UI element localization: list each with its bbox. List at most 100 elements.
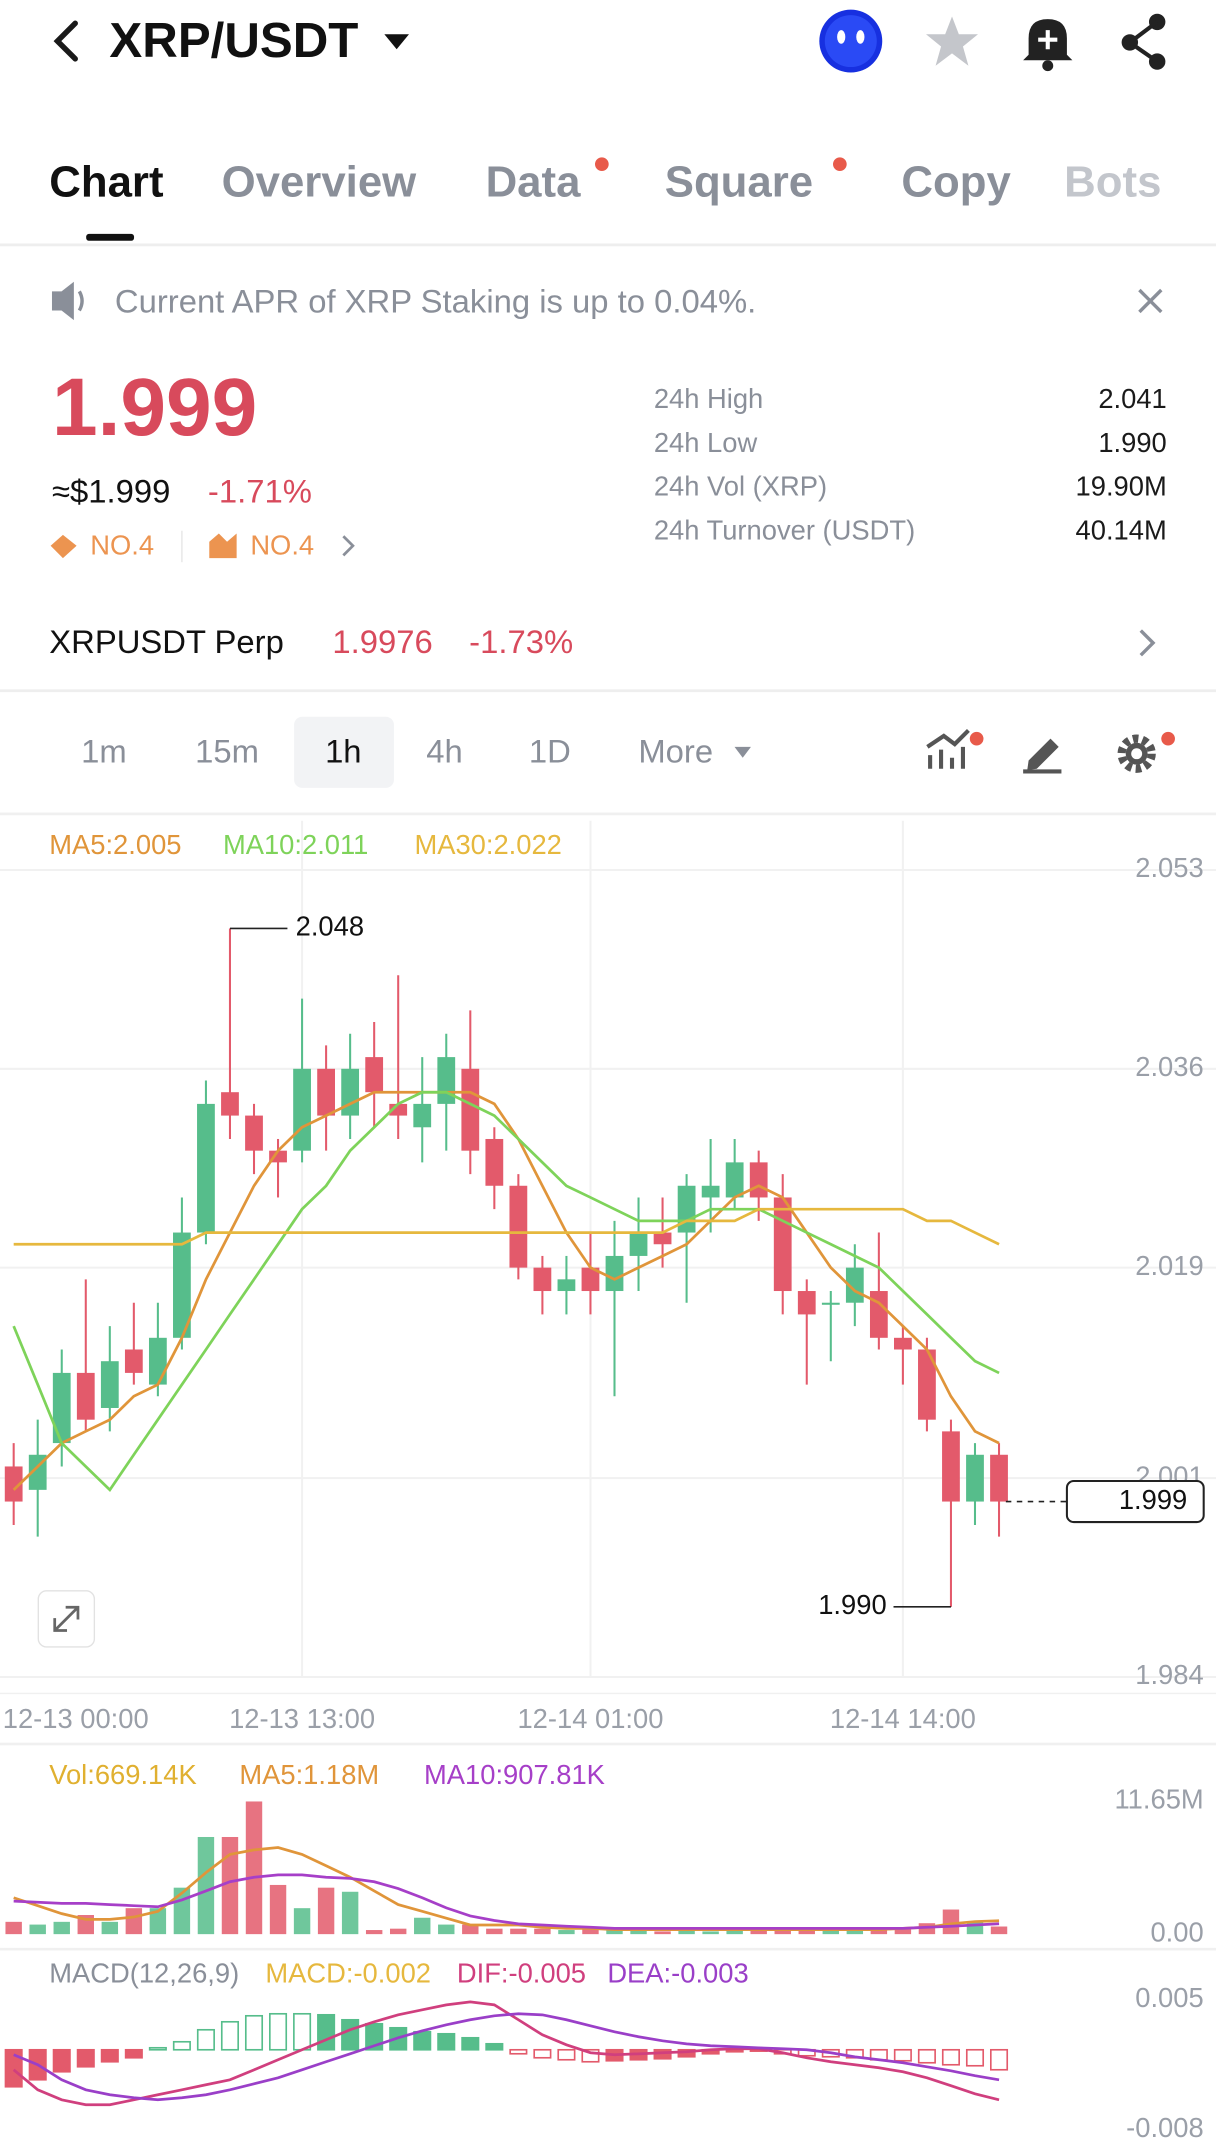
high-label: 2.048 bbox=[296, 911, 364, 942]
volume-bar bbox=[149, 1908, 167, 1935]
indicator-button[interactable] bbox=[926, 729, 970, 769]
settings-button[interactable] bbox=[1117, 734, 1156, 773]
volume-bar bbox=[438, 1924, 455, 1935]
pair-title[interactable]: XRP/USDT bbox=[109, 13, 358, 68]
macd-bar bbox=[965, 2048, 985, 2067]
x-tick-label: 12-13 00:00 bbox=[3, 1703, 149, 1734]
alert-button[interactable] bbox=[1023, 19, 1073, 72]
stat-label: 24h Turnover (USDT) bbox=[654, 514, 915, 545]
volume-bar bbox=[702, 1931, 719, 1935]
legend-entry: DEA:-0.003 bbox=[607, 1957, 748, 1988]
interval[interactable]: 1D bbox=[529, 732, 571, 769]
tab[interactable]: Bots bbox=[1064, 157, 1161, 206]
tab[interactable]: Data bbox=[486, 157, 582, 206]
candle-body bbox=[773, 1197, 792, 1292]
avatar[interactable] bbox=[819, 9, 883, 73]
rank-icon bbox=[50, 534, 77, 559]
favorite-button[interactable] bbox=[926, 16, 978, 66]
low-label: 1.990 bbox=[818, 1589, 886, 1620]
candle-body bbox=[100, 1361, 119, 1408]
tab[interactable]: Square bbox=[665, 157, 813, 206]
interval[interactable]: 15m bbox=[195, 732, 259, 769]
chevron[interactable] bbox=[1139, 629, 1156, 657]
volume-bar bbox=[221, 1836, 239, 1935]
rank[interactable]: NO.4 bbox=[250, 529, 314, 560]
price-change: -1.71% bbox=[208, 472, 312, 509]
ma-line bbox=[13, 1207, 1000, 1246]
volume-bar bbox=[822, 1930, 839, 1935]
volume-bar bbox=[462, 1924, 479, 1935]
legend-entry: Vol:669.14K bbox=[49, 1759, 196, 1790]
back-button[interactable] bbox=[53, 20, 78, 62]
y-tick-label: -0.008 bbox=[1126, 2112, 1204, 2143]
x-tick-label: 12-13 13:00 bbox=[229, 1703, 375, 1734]
volume-bar bbox=[726, 1930, 743, 1935]
candle-body bbox=[725, 1162, 744, 1198]
candle-body bbox=[942, 1431, 960, 1502]
stat-label: 24h Vol (XRP) bbox=[654, 471, 827, 502]
macd-bar bbox=[52, 2048, 71, 2073]
macd-title: MACD(12,26,9) bbox=[49, 1957, 239, 1988]
more-dropdown[interactable] bbox=[734, 746, 751, 758]
candle-body bbox=[437, 1057, 456, 1104]
y-tick-label: 11.65M bbox=[1115, 1784, 1204, 1815]
candle-body bbox=[124, 1349, 143, 1373]
tab-indicator bbox=[86, 233, 135, 241]
interval[interactable]: 1m bbox=[81, 732, 127, 769]
candle-body bbox=[533, 1267, 552, 1292]
stat-value: 40.14M bbox=[1076, 514, 1167, 545]
interval-selected-bg bbox=[294, 716, 394, 788]
candle-body bbox=[701, 1185, 720, 1198]
interval[interactable]: More bbox=[638, 732, 713, 769]
macd-bar bbox=[293, 2012, 312, 2051]
candle-body bbox=[749, 1162, 768, 1198]
y-tick-label: 2.053 bbox=[1135, 852, 1203, 883]
draw-button[interactable] bbox=[1023, 738, 1062, 774]
volume-bar bbox=[269, 1884, 287, 1935]
candle-body bbox=[293, 1068, 311, 1151]
macd-bar bbox=[533, 2048, 552, 2059]
volume-bar bbox=[774, 1928, 791, 1935]
candle-body bbox=[581, 1267, 600, 1292]
macd-bar bbox=[485, 2042, 504, 2051]
volume-bar bbox=[414, 1917, 431, 1935]
stat-label: 24h High bbox=[654, 383, 763, 414]
announcement[interactable]: Current APR of XRP Staking is up to 0.04… bbox=[115, 282, 756, 319]
chevron[interactable] bbox=[342, 535, 355, 557]
volume-bar bbox=[654, 1931, 671, 1935]
tab[interactable]: Copy bbox=[901, 157, 1011, 206]
badge-dot bbox=[595, 157, 609, 172]
y-tick-label: 2.019 bbox=[1135, 1250, 1203, 1281]
pair-dropdown[interactable] bbox=[384, 34, 409, 50]
legend-entry: MA30:2.022 bbox=[414, 829, 561, 860]
interval[interactable]: 4h bbox=[426, 732, 463, 769]
candle-body bbox=[918, 1349, 936, 1420]
macd-bar bbox=[148, 2046, 167, 2051]
rank[interactable]: NO.4 bbox=[90, 529, 154, 560]
badge-dot bbox=[1161, 731, 1175, 746]
candle-body bbox=[509, 1185, 528, 1268]
close-button[interactable] bbox=[1138, 288, 1163, 314]
volume-bar bbox=[558, 1930, 575, 1935]
candle-body bbox=[966, 1454, 984, 1502]
candle-body bbox=[365, 1057, 384, 1093]
volume-bar bbox=[510, 1928, 527, 1935]
macd-bar bbox=[317, 2013, 336, 2051]
volume-bar bbox=[53, 1921, 70, 1935]
candle-body bbox=[173, 1232, 191, 1338]
perp-name[interactable]: XRPUSDT Perp bbox=[49, 623, 284, 660]
tab[interactable]: Overview bbox=[222, 157, 418, 206]
legend-entry: DIF:-0.005 bbox=[457, 1957, 586, 1988]
candle-body bbox=[52, 1372, 71, 1444]
volume-bar bbox=[29, 1924, 46, 1935]
volume-bar bbox=[293, 1908, 311, 1935]
fullscreen-button[interactable] bbox=[37, 1590, 96, 1648]
interval[interactable]: 1h bbox=[325, 732, 362, 769]
usd-price: ≈$1.999 bbox=[52, 472, 170, 509]
tab[interactable]: Chart bbox=[49, 157, 164, 206]
volume-bar bbox=[245, 1801, 263, 1935]
share-button[interactable] bbox=[1121, 13, 1166, 70]
volume-bar bbox=[918, 1923, 936, 1935]
